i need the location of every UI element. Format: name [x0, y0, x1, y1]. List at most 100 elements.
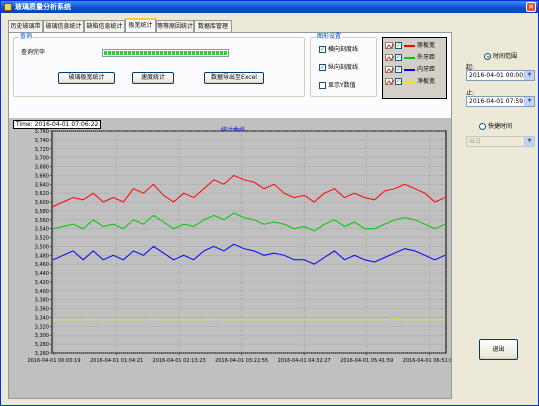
graph-settings-group: 图形设置 ✓ 横向刻度线 ✓ 纵向刻度线 显示Y数值: [310, 33, 377, 97]
chevron-down-icon[interactable]: ▼: [524, 97, 534, 106]
title-bar[interactable]: 玻璃质量分析系统 ✕: [1, 1, 538, 13]
query-status: 查询完毕: [21, 49, 46, 56]
y-tick-label: 3,680: [35, 165, 49, 171]
x-tick-label: 2016-04-01 04:32:27: [278, 358, 331, 364]
from-label: 起:: [466, 64, 475, 71]
tab-history-glass-band[interactable]: 历史玻璃带: [8, 20, 43, 32]
quick-time-select[interactable]: 当日 ▼: [466, 136, 535, 147]
legend-swatch: [404, 45, 415, 47]
y-tick-label: 3,580: [35, 209, 49, 215]
series-line-外牙距: [52, 212, 446, 232]
h-grid-label: 横向刻度线: [328, 46, 359, 53]
y-tick-label: 3,440: [35, 271, 49, 277]
tab-defect-info-stats[interactable]: 缺陷信息统计: [84, 20, 125, 32]
graph-settings-title: 图形设置: [316, 33, 343, 41]
close-button[interactable]: ✕: [526, 2, 536, 12]
h-grid-check-icon: ✓: [319, 46, 326, 53]
from-datetime-picker[interactable]: 2016-04-01 00:00:00 ▼: [466, 70, 535, 81]
y-tick-label: 3,600: [35, 200, 49, 206]
legend-label: 外牙距: [417, 54, 436, 61]
show-values-label: 显示Y数值: [328, 82, 356, 89]
y-tick-label: 3,760: [35, 129, 49, 135]
series-line-原板宽: [52, 174, 446, 207]
legend-label: 净板宽: [417, 78, 436, 85]
series-legend: ✓ 原板宽 ✓ 外牙距 ✓ 内牙距 ✓ 净板宽: [382, 37, 447, 99]
query-group: 查询 查询完毕 玻璃板宽统计 速度统计 数据导出至Excel: [13, 33, 305, 97]
x-tick-label: 2016-04-01 05:41:59: [340, 358, 393, 364]
tab-reason-stats[interactable]: 等等原因统计: [156, 20, 194, 32]
v-grid-label: 纵向刻度线: [328, 64, 359, 71]
to-datetime-picker[interactable]: 2016-04-01 07:59:59 ▼: [466, 96, 535, 107]
y-tick-label: 3,620: [35, 191, 49, 197]
query-progress-bar: [102, 49, 229, 57]
app-icon: [4, 3, 12, 11]
y-tick-label: 3,480: [35, 253, 49, 259]
y-tick-label: 3,740: [35, 138, 49, 144]
legend-swatch: [404, 81, 415, 83]
y-tick-label: 3,300: [35, 333, 49, 339]
from-datetime-value: 2016-04-01 00:00:00: [469, 72, 533, 79]
legend-item-net-width[interactable]: ✓ 净板宽: [385, 77, 445, 87]
v-grid-check-icon: ✓: [319, 64, 326, 71]
legend-swatch: [404, 57, 415, 59]
time-range-radio-dot: [484, 53, 491, 60]
legend-item-outer-gap[interactable]: ✓ 外牙距: [385, 53, 445, 63]
to-label: 止:: [466, 90, 475, 97]
series-line-净板宽: [53, 318, 445, 321]
y-tick-label: 3,560: [35, 218, 49, 224]
y-tick-label: 3,400: [35, 289, 49, 295]
chart-icon: [385, 54, 394, 62]
tab-glass-info-stats[interactable]: 玻璃信息统计: [43, 20, 84, 32]
legend-item-inner-gap[interactable]: ✓ 内牙距: [385, 65, 445, 75]
exit-button[interactable]: 退出: [479, 339, 518, 360]
legend-swatch: [404, 69, 415, 71]
legend-check-icon[interactable]: ✓: [395, 54, 402, 61]
plot-area: [51, 130, 447, 354]
chevron-down-icon[interactable]: ▼: [524, 71, 534, 80]
x-tick-label: 2016-04-01 01:04:21: [90, 358, 143, 364]
y-tick-label: 3,380: [35, 298, 49, 304]
y-tick-label: 3,280: [35, 342, 49, 348]
tab-database-management[interactable]: 数据库管理: [194, 20, 232, 32]
show-values-box: [319, 82, 326, 89]
chevron-down-icon[interactable]: ▼: [524, 137, 534, 146]
time-readout: Time: 2016-04-01 07:06:22: [13, 120, 102, 129]
legend-check-icon[interactable]: ✓: [395, 42, 402, 49]
legend-item-original-width[interactable]: ✓ 原板宽: [385, 41, 445, 51]
to-datetime-value: 2016-04-01 07:59:59: [469, 98, 533, 105]
legend-check-icon[interactable]: ✓: [395, 78, 402, 85]
y-tick-label: 3,700: [35, 156, 49, 162]
chart-icon: [385, 66, 394, 74]
export-excel-button[interactable]: 数据导出至Excel: [204, 72, 264, 84]
chart-icon: [385, 42, 394, 50]
x-tick-label: 2016-04-01 06:51:01: [403, 358, 451, 364]
y-tick-label: 3,520: [35, 236, 49, 242]
width-stats-panel: 查询 查询完毕 玻璃板宽统计 速度统计 数据导出至Excel 图形设置 ✓ 横向…: [8, 32, 452, 399]
glass-width-stats-button[interactable]: 玻璃板宽统计: [58, 72, 115, 84]
y-tick-label: 3,640: [35, 182, 49, 188]
y-tick-label: 3,540: [35, 227, 49, 233]
legend-label: 内牙距: [417, 66, 436, 73]
y-tick-label: 3,720: [35, 147, 49, 153]
quick-time-label: 快捷时间: [488, 123, 513, 130]
quick-time-radio-dot: [479, 123, 486, 130]
x-tick-label: 2016-04-01 03:22:55: [215, 358, 268, 364]
time-range-label: 时间范围: [493, 53, 518, 60]
query-group-title: 查询: [19, 33, 34, 41]
legend-label: 原板宽: [417, 42, 436, 49]
x-tick-label: 2016-04-01 00:00:19: [27, 358, 80, 364]
line-chart[interactable]: 3,260 3,280 3,300 3,320 3,340 3,360 3,380 3,400…: [9, 118, 451, 398]
legend-check-icon[interactable]: ✓: [395, 66, 402, 73]
quick-time-value: 当日: [469, 138, 482, 145]
x-tick-label: 2016-04-01 02:13:23: [153, 358, 206, 364]
tab-width-stats[interactable]: 板宽统计: [125, 18, 156, 32]
progress-fill: [104, 51, 227, 55]
chart-area[interactable]: Time: 2016-04-01 07:06:22 统计曲线 3,2603,28…: [9, 118, 451, 398]
y-tick-label: 3,260: [35, 351, 49, 357]
y-tick-label: 3,460: [35, 262, 49, 268]
speed-stats-button[interactable]: 速度统计: [132, 72, 174, 84]
y-tick-label: 3,320: [35, 324, 49, 330]
series-line-内牙距: [52, 243, 446, 265]
chart-icon: [385, 78, 394, 86]
